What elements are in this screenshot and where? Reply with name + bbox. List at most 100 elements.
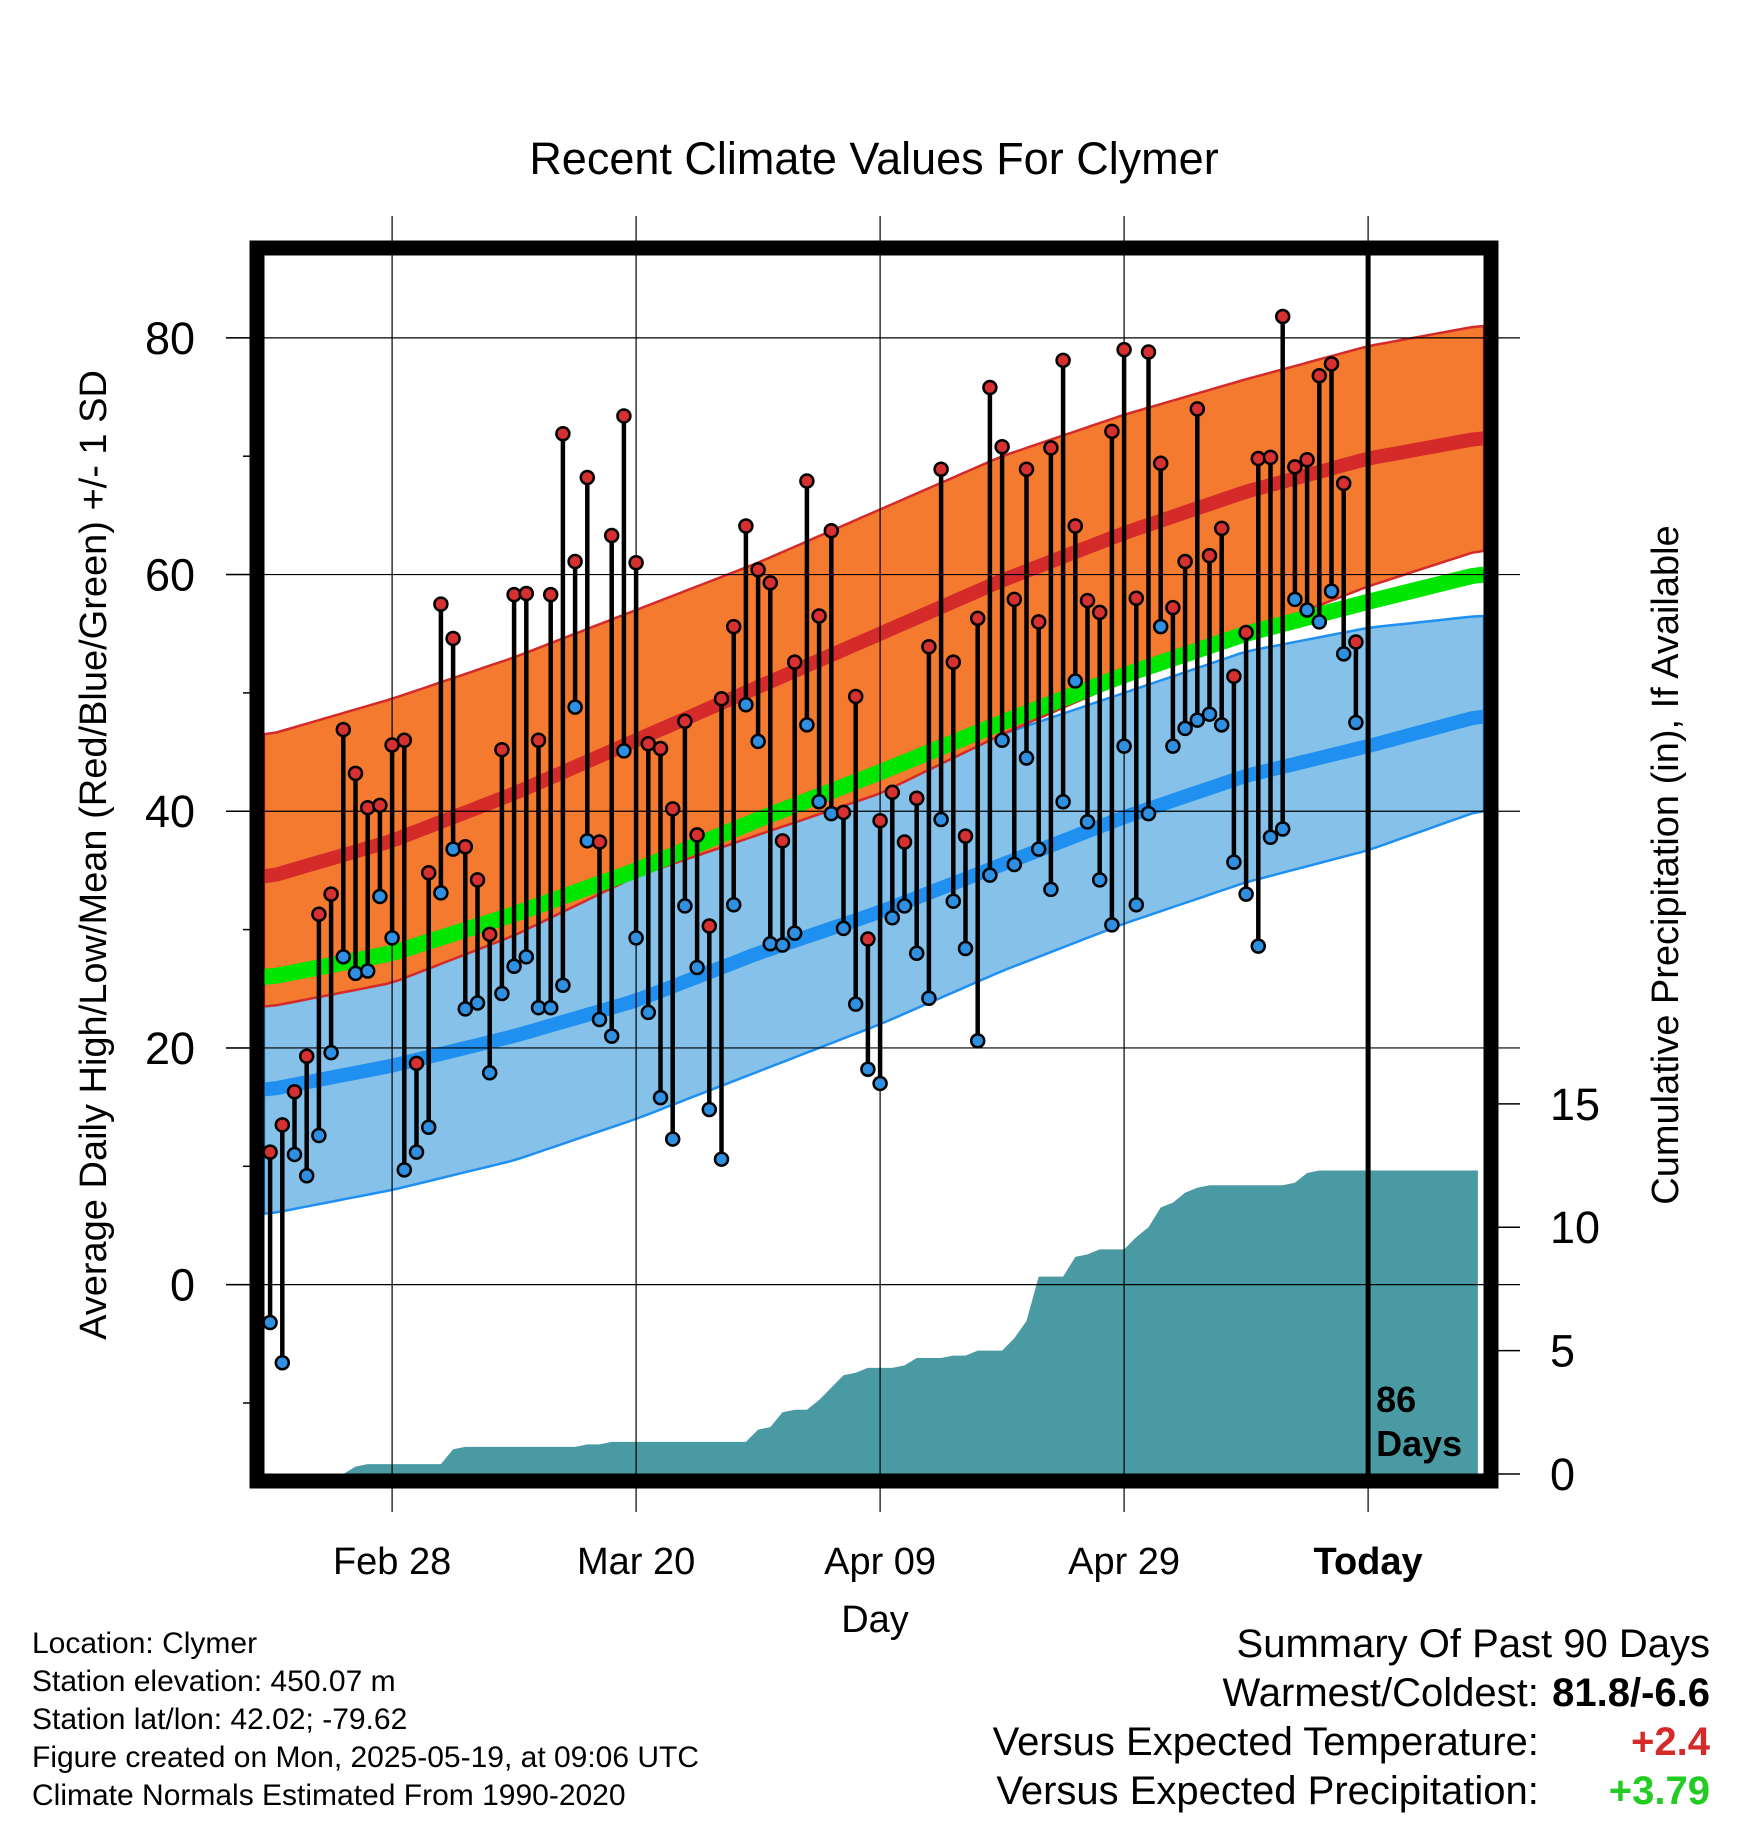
daily-high-point <box>896 834 913 850</box>
summary-warmest-row: Warmest/Coldest: 81.8/-6.6 <box>993 1669 1711 1718</box>
elevation-text: Station elevation: 450.07 m <box>32 1665 396 1698</box>
daily-low-point <box>311 1127 327 1144</box>
daily-low-point <box>396 1162 413 1178</box>
y-tick-label: 40 <box>145 786 195 837</box>
daily-low-point <box>896 898 913 914</box>
daily-high-point <box>1018 461 1035 477</box>
daily-low-point <box>969 1033 986 1049</box>
daily-high-point <box>1323 356 1340 372</box>
daily-low-point <box>1335 646 1352 662</box>
daily-low-point <box>933 811 949 828</box>
daily-high-point <box>847 688 864 705</box>
daily-low-point <box>811 794 827 810</box>
daily-high-point <box>652 740 669 757</box>
daily-high-point <box>677 713 693 730</box>
daily-low-point <box>957 940 974 957</box>
daily-high-point <box>713 691 730 707</box>
daily-low-point <box>1201 706 1218 722</box>
daily-low-point <box>1250 938 1267 954</box>
daily-high-point <box>957 828 974 844</box>
daily-low-point <box>1116 738 1132 754</box>
daily-low-point <box>786 925 803 941</box>
daily-high-point <box>872 812 888 829</box>
daily-high-point <box>750 562 766 578</box>
daily-high-point <box>262 1144 278 1160</box>
daily-low-point <box>884 910 901 926</box>
daily-high-point <box>286 1083 303 1100</box>
daily-low-point <box>982 867 998 883</box>
daily-low-point <box>359 963 376 979</box>
daily-high-point <box>994 438 1010 455</box>
daily-high-point <box>359 799 376 816</box>
daily-low-point <box>1067 673 1084 689</box>
daily-high-point <box>1177 553 1193 570</box>
y-tick-label: 20 <box>145 1023 195 1074</box>
daily-low-point <box>384 930 400 946</box>
daily-high-point <box>1213 520 1230 537</box>
daily-high-point <box>1091 604 1108 621</box>
summary-temp-row: Versus Expected Temperature: +2.4 <box>993 1718 1710 1767</box>
daily-high-point <box>933 461 949 477</box>
daily-high-point <box>494 741 510 758</box>
daily-low-point <box>1262 829 1279 846</box>
daily-high-point <box>542 586 559 603</box>
location-text: Location: Clymer <box>32 1627 258 1660</box>
daily-high-point <box>335 721 352 738</box>
daily-low-point <box>433 885 449 901</box>
today-label-days: Days <box>1376 1423 1462 1464</box>
daily-low-point <box>652 1089 669 1106</box>
daily-low-point <box>677 898 693 914</box>
precipitation-area <box>270 1170 1478 1474</box>
daily-low-point <box>738 696 754 713</box>
temp-label: Versus Expected Temperature: <box>992 1720 1539 1764</box>
y-tick-label: 60 <box>145 550 195 601</box>
chart-title: Recent Climate Values For Clymer <box>529 133 1218 184</box>
daily-high-point <box>835 804 852 821</box>
daily-high-point <box>884 784 901 801</box>
daily-low-point <box>847 996 864 1012</box>
normals-text: Climate Normals Estimated From 1990-2020 <box>32 1779 626 1812</box>
daily-low-point <box>603 1028 620 1044</box>
daily-low-point <box>323 1044 339 1061</box>
daily-low-point <box>1152 618 1169 635</box>
daily-low-point <box>1079 814 1096 830</box>
daily-low-point <box>713 1151 730 1167</box>
daily-low-point <box>774 937 791 953</box>
daily-high-point <box>1030 614 1047 630</box>
x-tick-label: Today <box>1314 1541 1423 1583</box>
daily-high-point <box>420 865 437 881</box>
daily-high-point <box>298 1048 315 1064</box>
daily-high-point <box>555 425 571 442</box>
daily-low-point <box>481 1065 498 1081</box>
daily-low-point <box>1018 750 1035 766</box>
daily-high-point <box>908 790 925 806</box>
daily-low-point <box>274 1355 291 1371</box>
daily-high-point <box>1055 352 1071 369</box>
daily-low-point <box>420 1119 437 1135</box>
y2-tick-label: 5 <box>1550 1326 1575 1377</box>
x-tick-label: Feb 28 <box>333 1541 451 1583</box>
daily-high-point <box>1226 668 1242 685</box>
daily-low-point <box>1311 614 1328 630</box>
daily-low-point <box>1189 712 1206 728</box>
daily-low-point <box>494 985 510 1002</box>
daily-low-point <box>701 1101 718 1118</box>
daily-high-point <box>1140 344 1157 360</box>
daily-low-point <box>616 743 632 759</box>
daily-high-point <box>1238 624 1254 641</box>
daily-high-point <box>372 797 388 814</box>
daily-low-point <box>347 965 364 982</box>
daily-low-point <box>799 717 815 733</box>
temp-value: +2.4 <box>1631 1720 1710 1764</box>
daily-low-point <box>1238 886 1254 902</box>
daily-low-point <box>1177 720 1193 737</box>
daily-high-point <box>481 926 498 943</box>
daily-low-point <box>298 1168 315 1184</box>
daily-high-point <box>1067 518 1084 534</box>
station-info: Location: Clymer Station elevation: 450.… <box>32 1625 699 1815</box>
daily-high-point <box>1006 591 1023 608</box>
daily-high-point <box>1348 634 1364 650</box>
daily-high-point <box>774 833 791 849</box>
daily-high-point <box>823 523 840 539</box>
daily-high-point <box>1104 423 1120 440</box>
